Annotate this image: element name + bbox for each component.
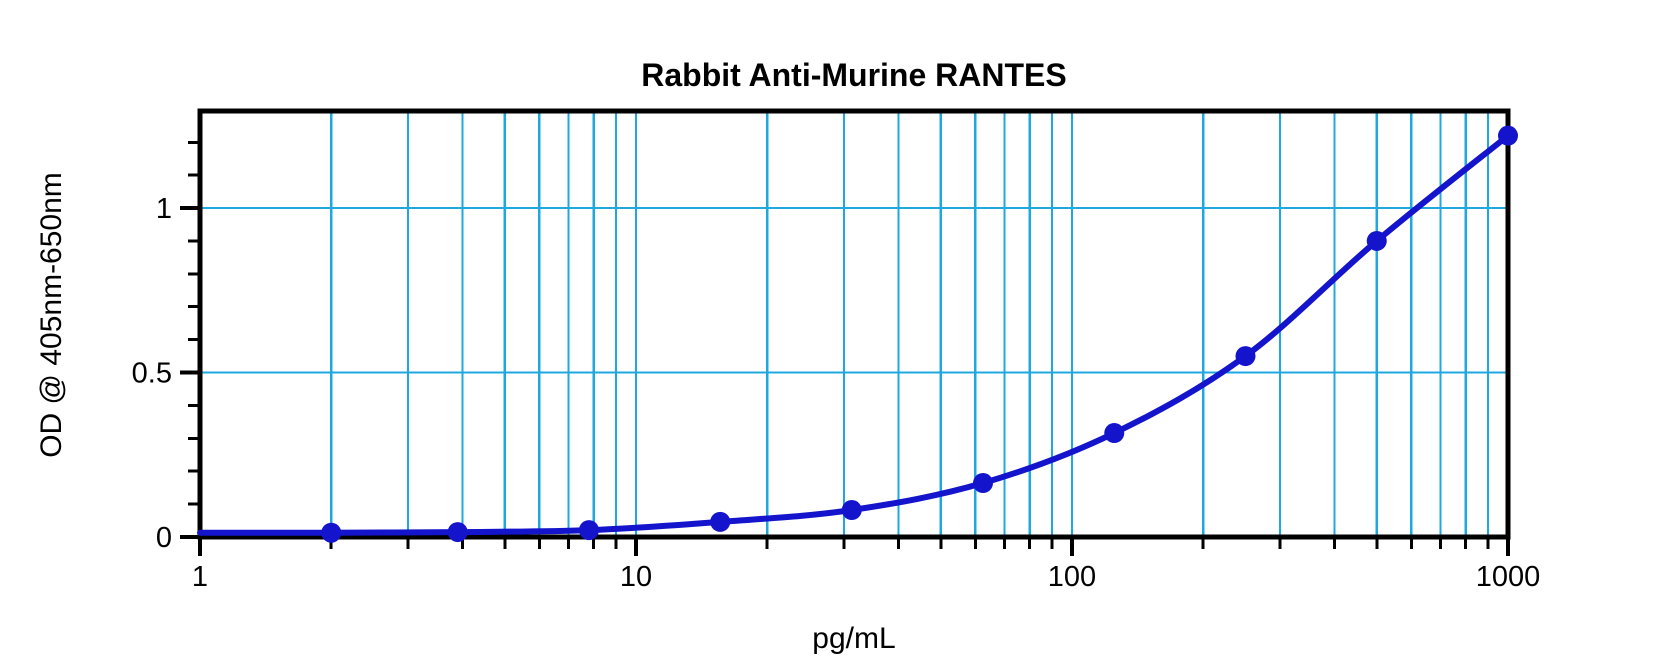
- data-points: [321, 125, 1518, 543]
- data-point: [578, 520, 599, 541]
- x-tick-labels: 1 10 100 1000: [192, 561, 1540, 593]
- data-point: [710, 511, 731, 532]
- standard-curve-line: [197, 132, 1511, 536]
- x-tick-label: 100: [1048, 561, 1096, 593]
- data-point: [841, 500, 862, 521]
- data-point: [1498, 125, 1518, 146]
- data-point: [1235, 346, 1256, 367]
- plot-border: [197, 108, 1511, 540]
- data-point: [321, 522, 342, 543]
- data-point: [447, 522, 468, 543]
- x-tick-label: 1000: [1476, 561, 1541, 593]
- gridlines: [200, 111, 1508, 537]
- chart-title: Rabbit Anti-Murine RANTES: [641, 57, 1067, 93]
- y-tick-label: 1: [156, 193, 172, 225]
- x-tick-label: 10: [620, 561, 652, 593]
- x-axis-label: pg/mL: [812, 622, 896, 655]
- y-tick-label: 0.5: [132, 358, 172, 390]
- y-tick-labels: 00.51: [132, 193, 172, 554]
- data-point: [1104, 423, 1125, 444]
- data-point: [1366, 230, 1387, 251]
- x-tick-label: 1: [192, 561, 208, 593]
- data-point: [973, 473, 994, 494]
- y-tick-label: 0: [156, 522, 172, 554]
